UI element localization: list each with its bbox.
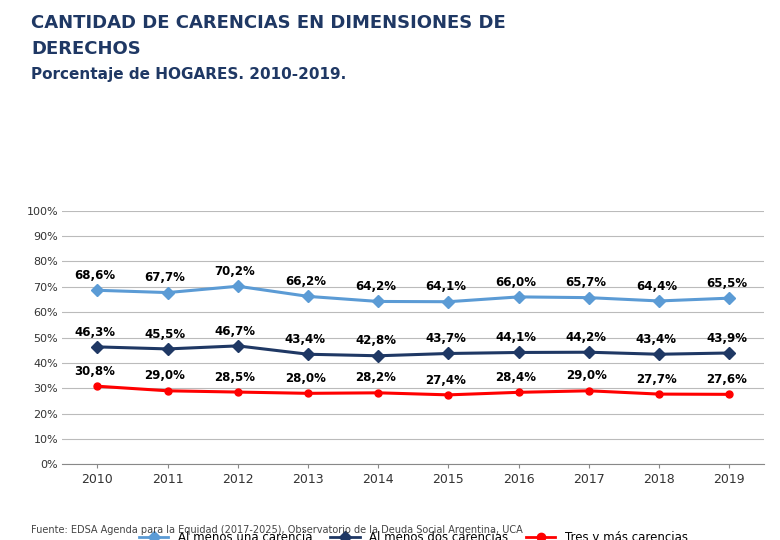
Text: 64,2%: 64,2% [355, 280, 396, 293]
Text: 43,4%: 43,4% [636, 333, 677, 346]
Text: 66,2%: 66,2% [285, 275, 326, 288]
Text: CANTIDAD DE CARENCIAS EN DIMENSIONES DE: CANTIDAD DE CARENCIAS EN DIMENSIONES DE [31, 14, 506, 31]
Text: 64,4%: 64,4% [636, 280, 677, 293]
Text: 29,0%: 29,0% [566, 369, 607, 382]
Text: Fuente: EDSA Agenda para la Equidad (2017-2025), Observatorio de la Deuda Social: Fuente: EDSA Agenda para la Equidad (201… [31, 524, 523, 535]
Text: 68,6%: 68,6% [74, 269, 115, 282]
Text: 28,0%: 28,0% [285, 372, 326, 385]
Text: 28,4%: 28,4% [495, 371, 537, 384]
Text: Porcentaje de HOGARES. 2010-2019.: Porcentaje de HOGARES. 2010-2019. [31, 68, 346, 83]
Legend: Al menos una carencia, Al menos dos carencias, Tres y más carencias: Al menos una carencia, Al menos dos care… [134, 526, 693, 540]
Text: 43,9%: 43,9% [706, 332, 747, 345]
Text: 46,3%: 46,3% [74, 326, 115, 339]
Text: 27,7%: 27,7% [636, 373, 677, 386]
Text: 29,0%: 29,0% [144, 369, 186, 382]
Text: 42,8%: 42,8% [355, 334, 396, 347]
Text: 27,6%: 27,6% [706, 373, 747, 386]
Text: 28,5%: 28,5% [215, 371, 256, 384]
Text: 44,1%: 44,1% [495, 331, 537, 344]
Text: 27,4%: 27,4% [425, 374, 466, 387]
Text: 66,0%: 66,0% [495, 275, 537, 288]
Text: 44,2%: 44,2% [566, 331, 607, 344]
Text: 43,4%: 43,4% [285, 333, 326, 346]
Text: 46,7%: 46,7% [215, 325, 256, 338]
Text: 65,7%: 65,7% [566, 276, 607, 289]
Text: 70,2%: 70,2% [215, 265, 256, 278]
Text: 45,5%: 45,5% [144, 328, 186, 341]
Text: DERECHOS: DERECHOS [31, 40, 141, 58]
Text: 28,2%: 28,2% [355, 372, 396, 384]
Text: 64,1%: 64,1% [425, 280, 466, 293]
Text: 67,7%: 67,7% [144, 271, 186, 284]
Text: 65,5%: 65,5% [706, 277, 747, 290]
Text: 43,7%: 43,7% [425, 332, 466, 345]
Text: 30,8%: 30,8% [74, 365, 115, 378]
